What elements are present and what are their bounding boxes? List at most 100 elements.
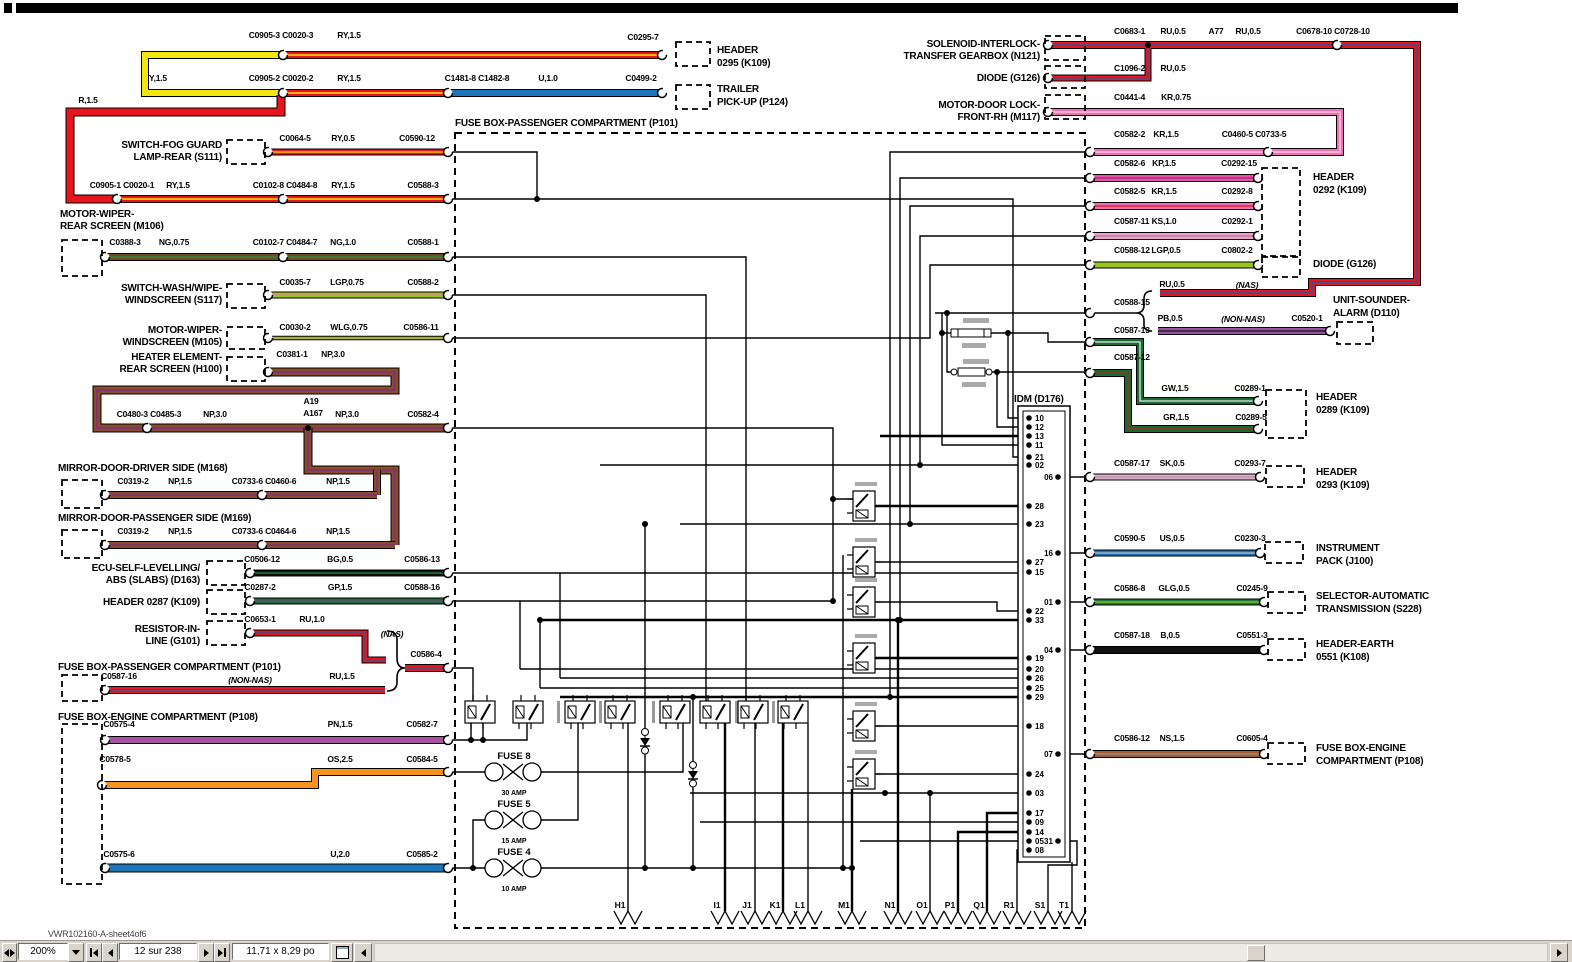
connector-symbol (244, 627, 256, 639)
idm-pin-number: 24 (1035, 770, 1044, 779)
connector-symbol (1084, 547, 1096, 559)
fuse-label: FUSE 5 (497, 799, 531, 810)
component-connector-box (206, 589, 246, 615)
component-label: 0293 (K109) (1316, 480, 1369, 491)
connector-symbol (1252, 395, 1264, 407)
wire-label: C0588-1 (407, 237, 439, 247)
page-indicator-field[interactable]: 12 sur 238 (119, 943, 197, 960)
wire-label: C0520-1 (1291, 313, 1323, 323)
component-label: HEADER (1316, 467, 1358, 478)
wire-label: C0292-15 (1221, 158, 1257, 168)
fuse-label: FUSE 4 (497, 847, 531, 858)
connector-symbol (1084, 596, 1096, 608)
wire-label: C0319-2 (117, 526, 149, 536)
component-label: 0551 (K108) (1316, 652, 1369, 663)
zoom-dropdown-button[interactable] (68, 943, 84, 962)
idm-pin-number: 27 (1035, 558, 1044, 567)
connector-symbol (1084, 146, 1096, 158)
component-connector-box (206, 620, 246, 646)
component-connector-box (61, 529, 103, 559)
component-boxes (61, 35, 1374, 885)
wire-label: C0289-1 (1234, 383, 1266, 393)
wire-outline (1048, 108, 1344, 156)
component-label: ABS (SLABS) (D163) (106, 575, 200, 586)
idm-pin-number: 25 (1035, 684, 1044, 693)
wire-label: C0292-1 (1221, 216, 1253, 226)
bottom-connector-label: L1 (795, 900, 805, 910)
wire-outline (303, 428, 400, 545)
wire-label: C0585-2 (406, 849, 438, 859)
component-connector-box (1267, 638, 1306, 661)
wire-label: RU,0.5 (1235, 26, 1261, 36)
idm-pin-number: 28 (1035, 502, 1044, 511)
last-page-button[interactable] (214, 943, 230, 962)
component-connector-box (1265, 389, 1307, 439)
wire-label: US,0.5 (1160, 533, 1185, 543)
connector-symbol (1084, 200, 1096, 212)
wire-labels: C0905-3 C0020-3 RY,1.5 C0295-7 Y,1.5 C0905-2… (48, 26, 1370, 939)
wire-outline (1048, 41, 1421, 297)
scroll-right-button[interactable] (1550, 943, 1568, 962)
wire-label: PN,1.5 (328, 719, 353, 729)
wire-label: RY,1.5 (337, 73, 361, 83)
bottom-connector-label: Q1 (973, 900, 985, 910)
wire-core-stripe (1090, 341, 1258, 402)
component-label: IDM (D176) (1014, 394, 1064, 405)
first-page-button[interactable] (86, 943, 102, 962)
idm-pin-number: 05 (1035, 837, 1044, 846)
connector-symbol (442, 422, 454, 434)
component-label: FUSE BOX-PASSENGER COMPARTMENT (P101) (58, 662, 281, 673)
wire-label: RU,0.5 (1160, 26, 1186, 36)
previous-page-button[interactable] (102, 943, 118, 962)
zoom-level-field[interactable]: 200% (18, 943, 68, 960)
fusebox-p101-outline (454, 132, 1086, 929)
connector-symbol (111, 193, 123, 205)
gray-separators (557, 318, 989, 754)
component-label: 0289 (K109) (1316, 405, 1369, 416)
wire-label: U,1.0 (538, 73, 558, 83)
connector-symbol (656, 87, 668, 99)
page-layout-button[interactable] (331, 943, 353, 962)
splitter-grip[interactable] (2, 943, 17, 962)
wire-core-stripe (250, 632, 386, 661)
page-layout-icon (335, 946, 349, 959)
wire-label: BG,0.5 (327, 554, 353, 564)
bottom-connector-label: O1 (916, 900, 928, 910)
connector-symbol (1084, 471, 1096, 483)
wire-label: PB,0.5 (1158, 313, 1183, 323)
connector-symbol (277, 193, 289, 205)
bottom-connector-label: K1 (770, 900, 781, 910)
component-label: FUSE BOX-ENGINE COMPARTMENT (P108) (58, 712, 258, 723)
page-size-field: 11,71 x 8,29 po (232, 943, 329, 960)
connector-symbol (277, 49, 289, 61)
wire-label: C0102-8 C0484-8 (253, 180, 318, 190)
wire-label: C0588-15 (1114, 297, 1150, 307)
last-page-icon (224, 948, 226, 957)
wire-label: (NON-NAS) (228, 675, 272, 685)
wire-label: C0582-7 (406, 719, 438, 729)
wire-label: C0586-4 (410, 649, 442, 659)
arrow-right-icon (203, 948, 209, 957)
component-label: WINDSCREEN (S117) (125, 295, 222, 306)
arrow-left-icon (107, 948, 113, 957)
wire-label: C0802-2 (1221, 245, 1253, 255)
horizontal-scrollbar-thumb[interactable] (1247, 945, 1265, 961)
wire-band (66, 95, 285, 203)
wire-label: KR,1.5 (1151, 186, 1177, 196)
next-page-button[interactable] (198, 943, 214, 962)
wire-label: KP,1.5 (1152, 158, 1176, 168)
scroll-left-button[interactable] (354, 943, 372, 962)
inline-connectors (96, 39, 1343, 874)
wire-label: B,0.5 (1160, 630, 1180, 640)
wire-label: KR,1.5 (1153, 129, 1179, 139)
connector-symbol (1324, 325, 1336, 337)
wire-label: C0575-6 (103, 849, 135, 859)
idm-pin-number: 23 (1035, 520, 1044, 529)
wire-label: C0102-7 C0484-7 (253, 237, 318, 247)
horizontal-scrollbar-track[interactable] (374, 943, 1548, 962)
component-connector-box (61, 674, 103, 702)
wire-label: RY,1.5 (337, 30, 361, 40)
diode-symbols (640, 728, 698, 788)
connector-symbol (1084, 259, 1096, 271)
